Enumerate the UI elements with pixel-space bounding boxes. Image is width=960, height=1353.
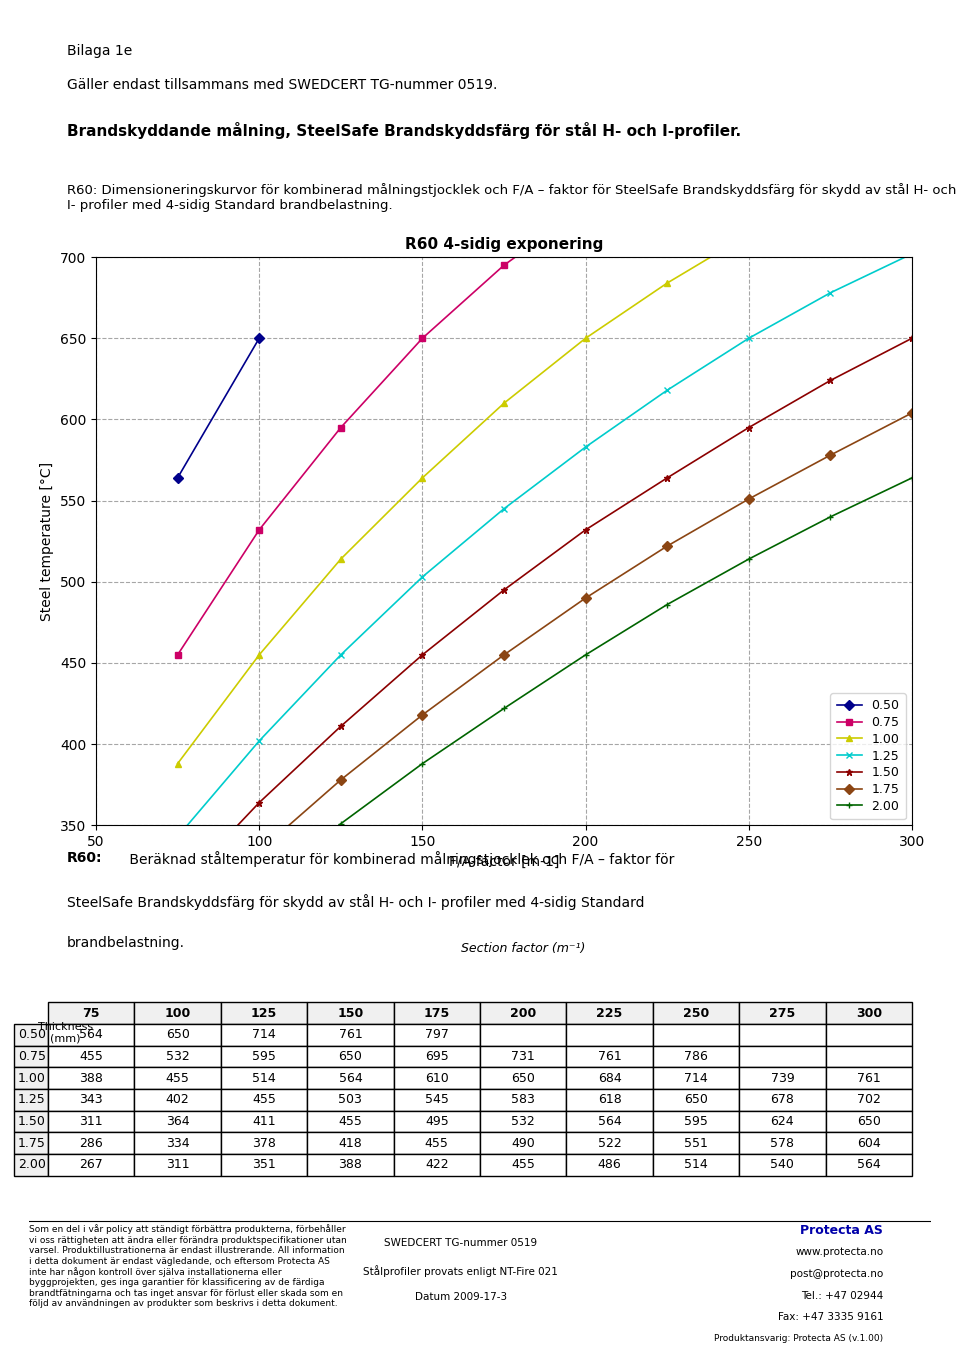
2.00 (335, 816, 347, 832)
1.75 (580, 590, 591, 606)
1.00 (906, 150, 918, 166)
0.50 (172, 469, 183, 486)
1.50 (335, 718, 347, 735)
0.75 (498, 257, 510, 273)
0.75 (253, 522, 265, 538)
0.50 (253, 330, 265, 346)
Line: 0.75: 0.75 (174, 203, 589, 659)
1.25 (498, 501, 510, 517)
Text: Thickness
(mm): Thickness (mm) (37, 1022, 93, 1043)
Y-axis label: Steel temperature [°C]: Steel temperature [°C] (40, 461, 55, 621)
1.50 (580, 522, 591, 538)
Text: Som en del i vår policy att ständigt förbättra produkterna, förbehåller
vi oss r: Som en del i vår policy att ständigt för… (29, 1224, 347, 1308)
Line: 1.25: 1.25 (174, 250, 916, 840)
Text: Produktansvarig: Protecta AS (v.1.00): Produktansvarig: Protecta AS (v.1.00) (714, 1334, 883, 1344)
1.00 (417, 469, 428, 486)
Line: 1.50: 1.50 (174, 334, 916, 892)
2.00 (417, 755, 428, 771)
1.00 (498, 395, 510, 411)
Line: 2.00: 2.00 (174, 475, 916, 963)
2.00 (580, 647, 591, 663)
Line: 0.50: 0.50 (174, 334, 263, 482)
1.75 (498, 647, 510, 663)
1.25 (580, 438, 591, 455)
1.00 (335, 551, 347, 567)
1.75 (743, 491, 755, 507)
Text: Brandskyddande målning, SteelSafe Brandskyddsfärg för stål H- och I-profiler.: Brandskyddande målning, SteelSafe Brands… (67, 122, 741, 139)
Title: R60 4-sidig exponering: R60 4-sidig exponering (405, 237, 603, 252)
1.00 (743, 226, 755, 242)
1.50 (743, 419, 755, 436)
1.75 (825, 446, 836, 463)
1.00 (172, 755, 183, 771)
1.25 (253, 733, 265, 750)
0.75 (335, 419, 347, 436)
2.00 (825, 509, 836, 525)
Text: www.protecta.no: www.protecta.no (795, 1247, 883, 1257)
1.50 (661, 469, 673, 486)
1.25 (417, 568, 428, 584)
1.00 (580, 330, 591, 346)
Line: 1.75: 1.75 (174, 410, 916, 932)
1.75 (172, 921, 183, 938)
1.00 (825, 185, 836, 202)
0.75 (417, 330, 428, 346)
Text: R60:: R60: (67, 851, 103, 865)
Line: 1.00: 1.00 (174, 154, 916, 767)
1.50 (417, 647, 428, 663)
0.75 (172, 647, 183, 663)
1.00 (253, 647, 265, 663)
1.75 (417, 706, 428, 723)
Text: Stålprofiler provats enligt NT-Fire 021: Stålprofiler provats enligt NT-Fire 021 (364, 1265, 558, 1277)
Text: R60: Dimensioneringskurvor för kombinerad målningstjocklek och F/A – faktor för : R60: Dimensioneringskurvor för kombinera… (67, 183, 956, 211)
2.00 (172, 953, 183, 969)
Text: Section factor (m⁻¹): Section factor (m⁻¹) (461, 943, 586, 955)
Text: Protecta AS: Protecta AS (801, 1224, 883, 1238)
2.00 (743, 551, 755, 567)
1.75 (335, 771, 347, 787)
2.00 (661, 597, 673, 613)
0.75 (580, 199, 591, 215)
1.25 (743, 330, 755, 346)
Text: Bilaga 1e: Bilaga 1e (67, 43, 132, 58)
Text: Datum 2009-17-3: Datum 2009-17-3 (415, 1292, 507, 1302)
Text: post@protecta.no: post@protecta.no (790, 1269, 883, 1279)
1.75 (906, 405, 918, 421)
Text: SteelSafe Brandskyddsfärg för skydd av stål H- och I- profiler med 4-sidig Stand: SteelSafe Brandskyddsfärg för skydd av s… (67, 894, 645, 909)
1.75 (661, 538, 673, 555)
Text: Gäller endast tillsammans med SWEDCERT TG-nummer 0519.: Gäller endast tillsammans med SWEDCERT T… (67, 78, 497, 92)
Text: Beräknad ståltemperatur för kombinerad målningstjocklek och F/A – faktor för: Beräknad ståltemperatur för kombinerad m… (125, 851, 674, 867)
Text: Tel.: +47 02944: Tel.: +47 02944 (801, 1291, 883, 1300)
Text: SWEDCERT TG-nummer 0519: SWEDCERT TG-nummer 0519 (384, 1238, 538, 1247)
1.00 (661, 275, 673, 291)
2.00 (253, 881, 265, 897)
1.25 (661, 382, 673, 398)
1.50 (253, 794, 265, 810)
1.75 (253, 843, 265, 859)
1.50 (498, 582, 510, 598)
1.25 (172, 828, 183, 844)
2.00 (906, 469, 918, 486)
Text: Fax: +47 3335 9161: Fax: +47 3335 9161 (778, 1312, 883, 1322)
1.50 (172, 881, 183, 897)
1.50 (825, 372, 836, 388)
Text: brandbelastning.: brandbelastning. (67, 936, 185, 950)
1.25 (335, 647, 347, 663)
Legend: 0.50, 0.75, 1.00, 1.25, 1.50, 1.75, 2.00: 0.50, 0.75, 1.00, 1.25, 1.50, 1.75, 2.00 (830, 693, 905, 819)
1.25 (906, 246, 918, 262)
1.25 (825, 284, 836, 300)
2.00 (498, 701, 510, 717)
1.50 (906, 330, 918, 346)
X-axis label: F/A-factor [m-1]: F/A-factor [m-1] (449, 855, 559, 869)
